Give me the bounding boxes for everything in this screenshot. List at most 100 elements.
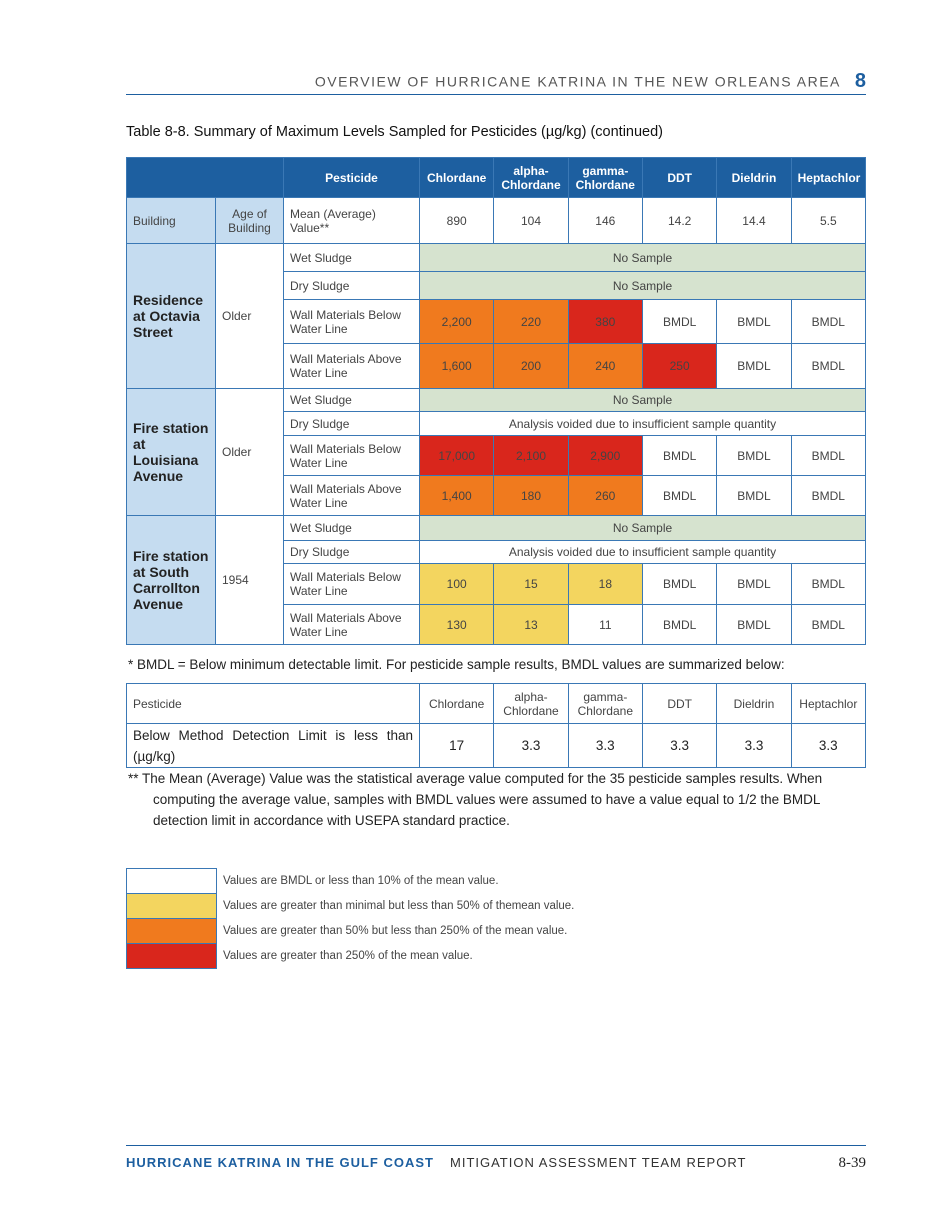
bmdl-note: * BMDL = Below minimum detectable limit.… <box>128 657 785 672</box>
level-cell: BMDL <box>716 435 792 476</box>
building-age: Older <box>215 388 284 516</box>
bmdl-cell: 3.3 <box>641 723 718 768</box>
mean-label: Mean (Average) Value** <box>283 197 420 244</box>
level-cell: 15 <box>493 563 569 605</box>
legend-swatch <box>126 943 217 969</box>
mean-row: Building Age of Building Mean (Average) Va… <box>126 197 867 244</box>
bmdl-cell: 3.3 <box>790 723 867 768</box>
sample-note: No Sample <box>419 388 866 412</box>
level-cell: 100 <box>418 563 495 605</box>
sample-type: Wet Sludge <box>283 243 420 272</box>
column-header: Pesticide <box>283 157 420 198</box>
legend-row: Values are greater than minimal but less… <box>126 893 576 919</box>
mean-value: 104 <box>493 197 569 244</box>
building-age: 1954 <box>215 515 284 645</box>
bmdl-header-row: Pesticide Chlordane alpha-Chlordane gamma-C… <box>126 683 867 724</box>
sample-type: Wall Materials Below Water Line <box>283 563 420 605</box>
bmdl-row: Below Method Detection Limit is less tha… <box>126 723 867 768</box>
data-row: Wall Materials Above Water Line 1,400 180 2… <box>127 475 867 516</box>
page-number: 8-39 <box>838 1155 867 1171</box>
level-cell: BMDL <box>641 435 718 476</box>
data-row: Wall Materials Below Water Line 2,200 220 3… <box>127 299 867 344</box>
level-cell: BMDL <box>790 299 867 344</box>
legend-row: Values are greater than 250% of the mean… <box>126 943 576 969</box>
bmdl-cell: 3.3 <box>716 723 792 768</box>
legend-row: Values are BMDL or less than 10% of the … <box>126 868 576 894</box>
sample-type: Wall Materials Below Water Line <box>283 299 420 344</box>
data-row: Fire station at South Carrollton Avenue 1… <box>126 515 866 645</box>
bmdl-cell: 17 <box>418 723 495 768</box>
table-title: Table 8-8. Summary of Maximum Levels Sam… <box>126 124 664 140</box>
bmdl-column-header: Heptachlor <box>790 683 867 724</box>
bmdl-cell: 3.3 <box>567 723 643 768</box>
bmdl-column-header: gamma-Chlordane <box>567 683 643 724</box>
building-header: Building <box>126 197 216 244</box>
legend: Values are BMDL or less than 10% of the … <box>126 868 576 969</box>
age-header: Age of Building <box>215 197 284 244</box>
data-row: Fire station at Louisiana Avenue Older Wet… <box>126 388 866 516</box>
building-name: Fire station at Louisiana Avenue <box>126 388 216 516</box>
sample-type: Dry Sludge <box>283 271 420 300</box>
level-cell: BMDL <box>641 299 718 344</box>
level-cell: BMDL <box>790 435 867 476</box>
sample-note: No Sample <box>419 515 866 541</box>
building-name: Residence at Octavia Street <box>126 243 216 389</box>
level-cell: 180 <box>493 475 569 516</box>
column-header: gamma-Chlordane <box>567 157 643 198</box>
mean-value: 14.4 <box>716 197 792 244</box>
sample-type: Wall Materials Above Water Line <box>283 475 420 516</box>
footer-report: MITIGATION ASSESSMENT TEAM REPORT <box>450 1155 747 1170</box>
header-row: Pesticide Chlordane alpha-Chlordane gamma-C… <box>126 157 867 198</box>
level-cell: 1,400 <box>418 475 495 516</box>
level-cell: 220 <box>493 299 569 344</box>
level-cell: 2,900 <box>567 435 643 476</box>
data-row: Wall Materials Above Water Line 1,600 200 2… <box>127 343 867 389</box>
bmdl-cell: Below Method Detection Limit is less tha… <box>126 723 420 768</box>
level-cell: BMDL <box>716 475 792 516</box>
legend-swatch <box>126 868 217 894</box>
data-row: Wall Materials Above Water Line 130 13 11 BM… <box>127 604 867 645</box>
level-cell: BMDL <box>641 604 718 645</box>
sample-note: No Sample <box>419 243 866 272</box>
bmdl-column-header: Pesticide <box>126 683 420 724</box>
legend-swatch <box>126 893 217 919</box>
level-cell: 1,600 <box>418 343 495 389</box>
legend-swatch <box>126 918 217 944</box>
mean-value: 146 <box>567 197 643 244</box>
chapter-number: 8 <box>854 70 866 92</box>
bmdl-column-header: alpha-Chlordane <box>493 683 569 724</box>
data-row: Dry Sludge Analysis voided due to insuffi… <box>127 411 866 436</box>
running-header: OVERVIEW OF HURRICANE KATRINA IN THE NEW… <box>126 70 866 95</box>
mean-value: 5.5 <box>790 197 867 244</box>
sample-type: Dry Sludge <box>283 540 420 564</box>
footer: HURRICANE KATRINA IN THE GULF COAST MITI… <box>126 1145 866 1176</box>
level-cell: BMDL <box>716 299 792 344</box>
legend-text: Values are greater than 250% of the mean… <box>223 950 473 962</box>
level-cell: 11 <box>567 604 643 645</box>
level-cell: BMDL <box>641 563 718 605</box>
bmdl-cell: 3.3 <box>493 723 569 768</box>
data-row: Dry Sludge No Sample <box>127 271 866 300</box>
legend-row: Values are greater than 50% but less tha… <box>126 918 576 944</box>
column-header: DDT <box>641 157 718 198</box>
sample-type: Wall Materials Above Water Line <box>283 343 420 389</box>
mean-note: ** The Mean (Average) Value was the stat… <box>128 771 823 828</box>
sample-note: Analysis voided due to insufficient samp… <box>419 411 866 436</box>
bmdl-table: Pesticide Chlordane alpha-Chlordane gamma-C… <box>126 683 867 768</box>
sample-type: Wet Sludge <box>283 388 420 412</box>
bmdl-column-header: DDT <box>641 683 718 724</box>
sample-type: Wet Sludge <box>283 515 420 541</box>
level-cell: 18 <box>567 563 643 605</box>
level-cell: 2,100 <box>493 435 569 476</box>
level-cell: BMDL <box>790 343 867 389</box>
level-cell: 260 <box>567 475 643 516</box>
level-cell: BMDL <box>716 343 792 389</box>
column-header: Heptachlor <box>790 157 867 198</box>
level-cell: BMDL <box>790 563 867 605</box>
pesticide-table: Pesticide Chlordane alpha-Chlordane gamma-C… <box>126 157 867 645</box>
legend-text: Values are greater than 50% but less tha… <box>223 925 568 937</box>
sample-type: Dry Sludge <box>283 411 420 436</box>
column-header: alpha-Chlordane <box>493 157 569 198</box>
level-cell: BMDL <box>716 604 792 645</box>
mean-value: 890 <box>418 197 495 244</box>
